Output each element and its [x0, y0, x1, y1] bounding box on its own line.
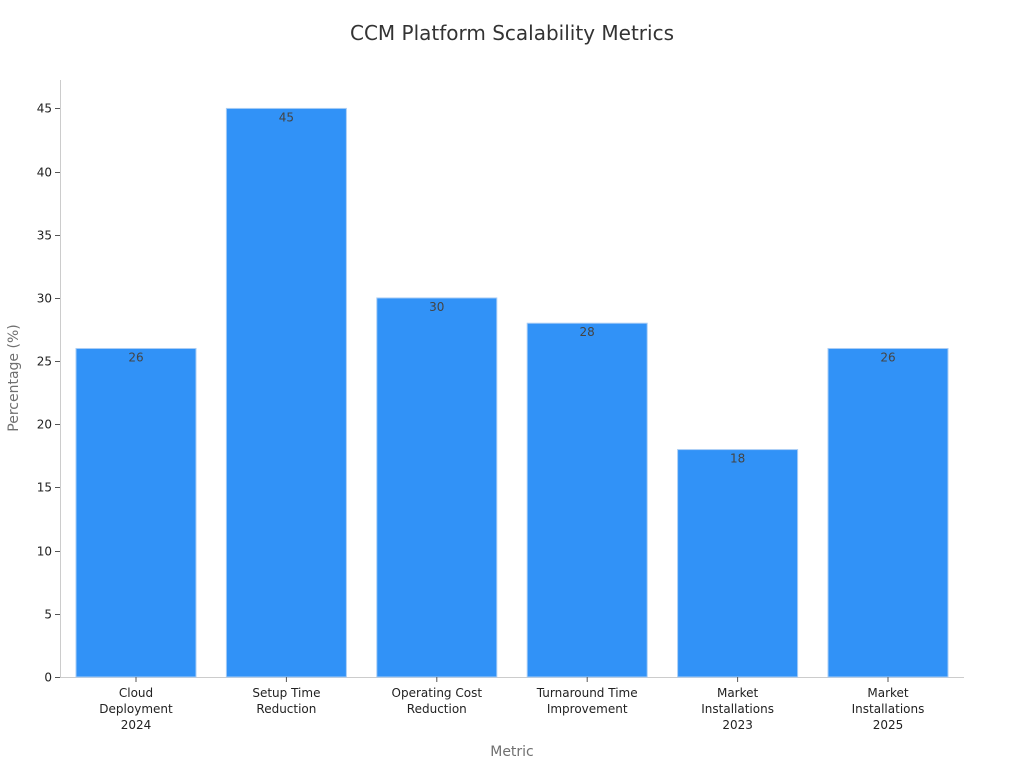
- y-tick-label: 10: [37, 545, 52, 559]
- bar: [827, 347, 949, 678]
- x-tick-label-line: Turnaround Time: [536, 686, 638, 700]
- y-tick-label: 0: [44, 671, 52, 685]
- x-tick-label-line: Installations: [852, 702, 925, 716]
- bar: [376, 297, 498, 678]
- x-tick-label: Operating Cost Reduction: [392, 686, 483, 716]
- x-tick-label-line: Operating Cost: [392, 686, 483, 700]
- x-tick-label-line: Market: [867, 686, 909, 700]
- bars-group: 26 45 30 28 18 26: [75, 107, 949, 678]
- x-tick-label: Market Installations 2023: [701, 686, 774, 732]
- x-tick-label: Turnaround Time Improvement: [536, 686, 638, 716]
- bar-value-label: 30: [429, 300, 444, 314]
- y-axis-ticks: 0 5 10 15 20 25 30 35 40 45: [37, 102, 60, 685]
- x-tick-label-line: Deployment: [99, 702, 173, 716]
- x-tick-label: Market Installations 2025: [852, 686, 925, 732]
- bar: [225, 107, 347, 678]
- x-tick-label-line: Setup Time: [252, 686, 320, 700]
- chart-title: CCM Platform Scalability Metrics: [350, 21, 674, 45]
- x-axis-label: Metric: [490, 744, 534, 760]
- y-tick-label: 20: [37, 418, 52, 432]
- y-tick-label: 15: [37, 481, 52, 495]
- bar-value-label: 45: [279, 110, 294, 124]
- x-tick-label-line: Cloud: [119, 686, 153, 700]
- bar-value-label: 18: [730, 452, 745, 466]
- x-tick-label-line: Improvement: [547, 702, 628, 716]
- y-axis-label: Percentage (%): [6, 324, 22, 431]
- y-tick-label: 30: [37, 292, 52, 306]
- bar: [677, 449, 799, 678]
- x-tick-label-line: 2023: [722, 718, 753, 732]
- bar: [75, 347, 197, 678]
- y-tick-label: 45: [37, 102, 52, 116]
- x-tick-label-line: Reduction: [407, 702, 467, 716]
- y-tick-label: 5: [44, 608, 52, 622]
- x-tick-label: Setup Time Reduction: [252, 686, 320, 716]
- x-tick-label-line: Reduction: [256, 702, 316, 716]
- x-tick-label-line: 2025: [873, 718, 904, 732]
- x-tick-label-line: Installations: [701, 702, 774, 716]
- x-tick-label-line: Market: [717, 686, 759, 700]
- y-tick-label: 35: [37, 229, 52, 243]
- x-tick-label-line: 2024: [121, 718, 152, 732]
- bar: [526, 322, 648, 678]
- bar-value-label: 28: [580, 325, 595, 339]
- x-tick-label: Cloud Deployment 2024: [99, 686, 173, 732]
- y-tick-label: 40: [37, 166, 52, 180]
- bar-value-label: 26: [128, 350, 143, 364]
- y-tick-label: 25: [37, 355, 52, 369]
- bar-value-label: 26: [880, 350, 895, 364]
